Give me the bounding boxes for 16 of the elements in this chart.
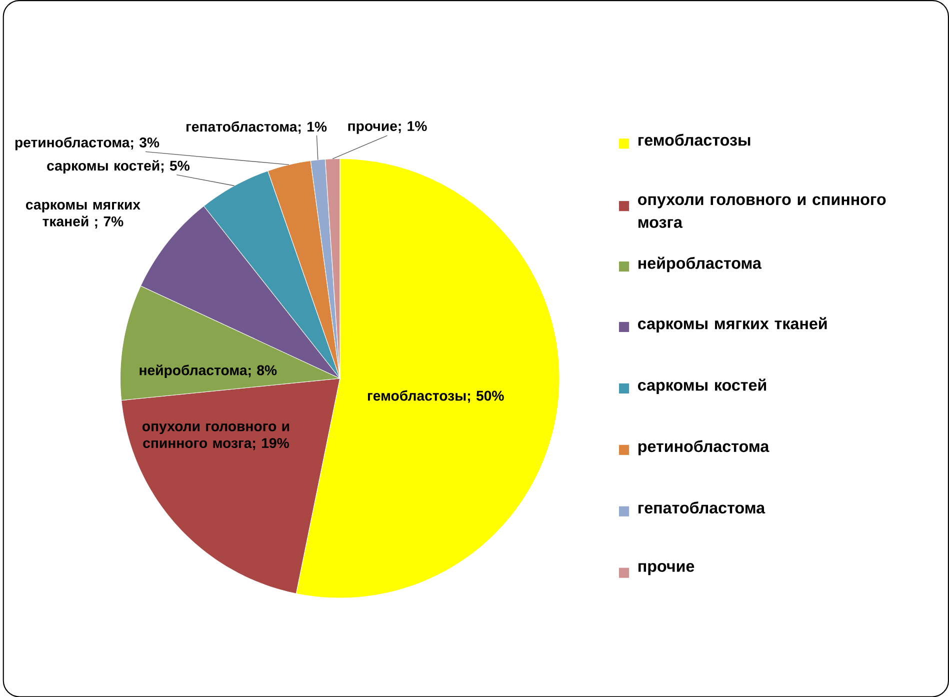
data-label: ретинобластома; 3% <box>15 136 160 150</box>
data-label: гепатобластома; 1% <box>186 121 327 134</box>
data-label: опухоли головного и спинного мозга; 19% <box>142 423 290 450</box>
data-label: нейробластома; 8% <box>140 364 277 378</box>
legend-label: опухоли головного и спинного мозга <box>638 196 886 228</box>
legend-label: гепатобластома <box>638 501 766 514</box>
data-label: саркомы костей; 5% <box>47 160 190 174</box>
legend-label: саркомы костей <box>638 378 766 394</box>
data-label: прочие; 1% <box>348 120 427 134</box>
data-label: саркомы мягких тканей ; 7% <box>26 202 140 228</box>
legend-label: саркомы мягких тканей <box>638 317 827 332</box>
legend-label: гемобластозы <box>638 134 750 146</box>
legend-label: прочие <box>638 562 694 575</box>
data-label: гемобластозы; 50% <box>368 390 504 403</box>
legend-label: нейробластома <box>638 256 762 272</box>
legend-label: ретинобластома <box>638 440 770 456</box>
